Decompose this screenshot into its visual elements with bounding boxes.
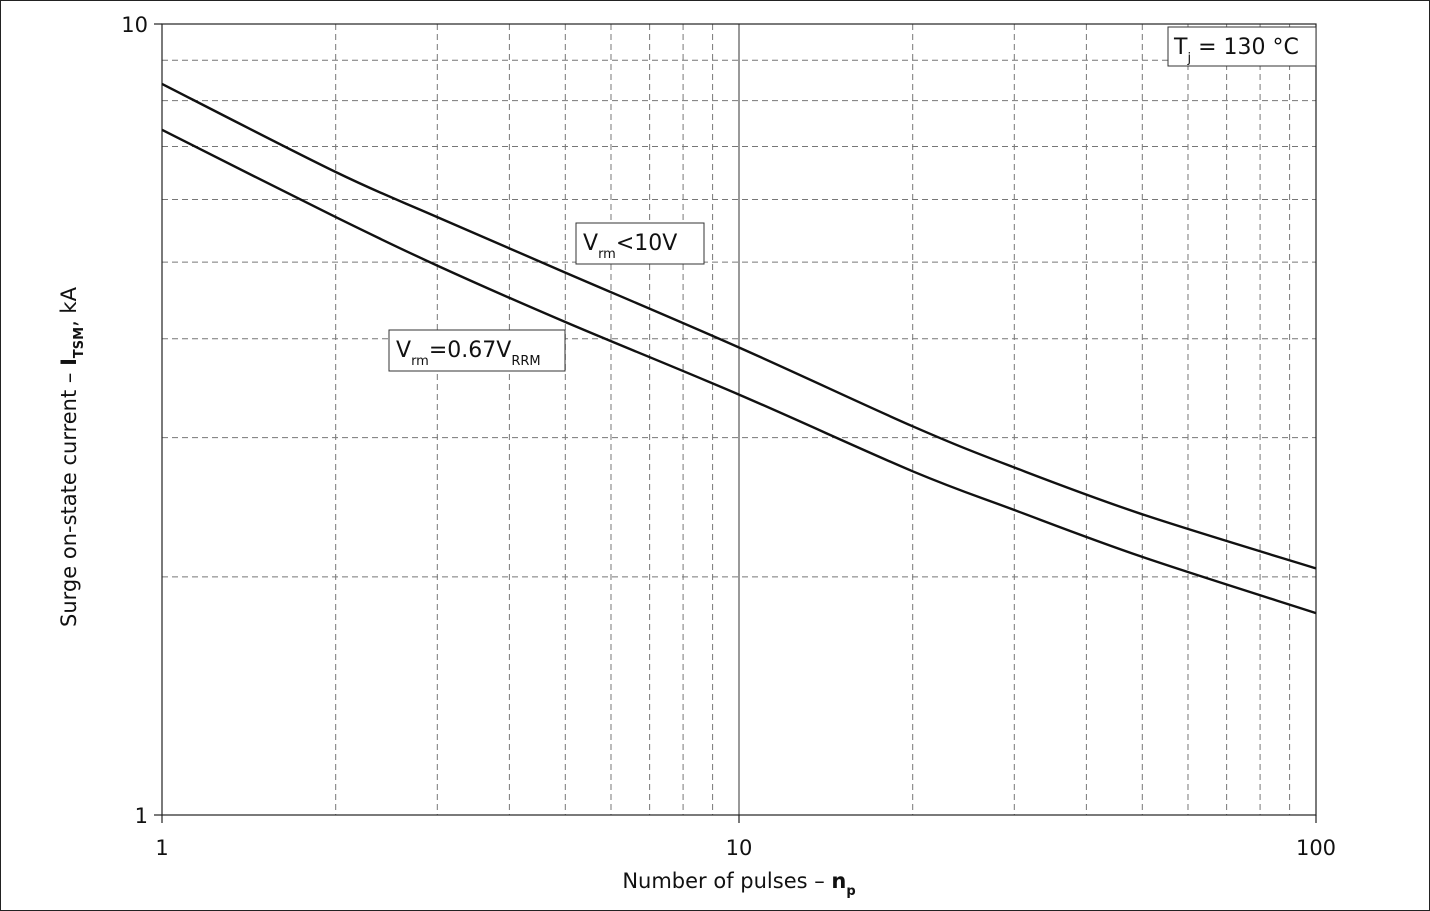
- condition-box: Tj = 130 °C: [1167, 26, 1317, 67]
- grid: [162, 24, 1316, 815]
- series-label-2: Vrm=0.67VRRM: [396, 338, 541, 369]
- series-label-vrm-067vrrm: Vrm=0.67VRRM: [388, 329, 566, 372]
- series-line-2: [161, 128, 1317, 615]
- x-tick-label: 100: [1296, 836, 1336, 860]
- condition-frame: [1167, 26, 1317, 67]
- series-line-1: [161, 82, 1317, 570]
- series-label-vrm-lt-10v: Vrm<10V: [575, 222, 705, 265]
- y-tick-label: 1: [135, 804, 148, 828]
- series-label-2-frame: [388, 329, 566, 372]
- axes: [154, 23, 1317, 823]
- series-lines: [161, 82, 1317, 615]
- x-tick-label: 1: [155, 836, 168, 860]
- x-axis-label: Number of pulses – np: [622, 869, 855, 899]
- series-label-1-frame: [575, 222, 705, 265]
- y-axis-label: Surge on-state current – ITSM, kA: [57, 286, 87, 627]
- condition-label: Tj = 130 °C: [1173, 35, 1299, 66]
- series-label-1: Vrm<10V: [583, 231, 677, 262]
- x-tick-label: 10: [726, 836, 753, 860]
- tick-labels: 1 10 100 10 1: [121, 13, 1336, 860]
- y-tick-label: 10: [121, 13, 148, 37]
